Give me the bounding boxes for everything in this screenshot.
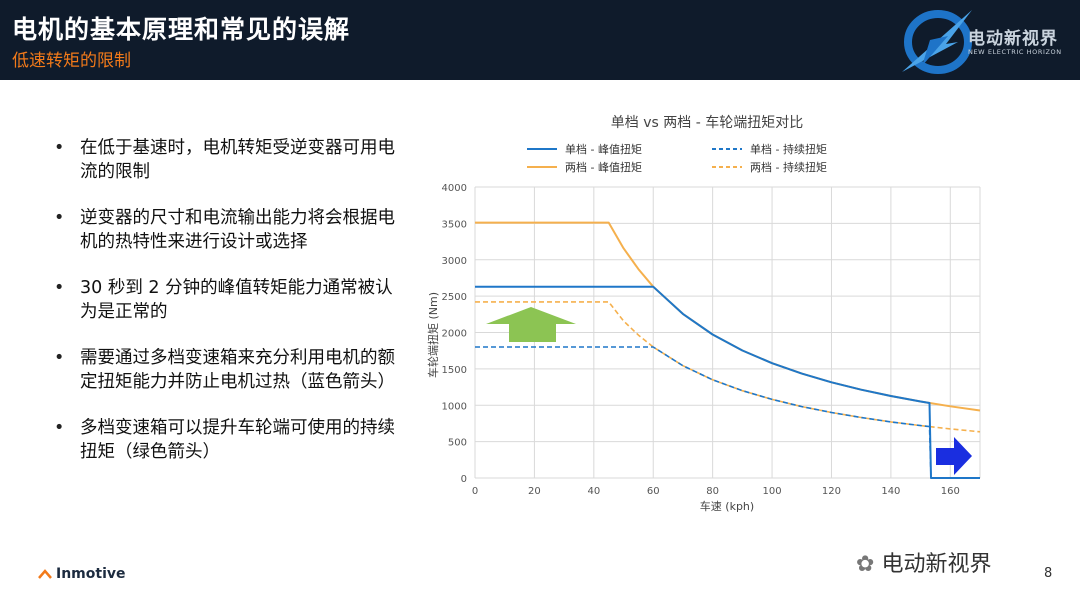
blue-arrow-icon	[936, 437, 972, 475]
series-line-3	[475, 301, 981, 433]
green-arrow-icon	[486, 307, 576, 342]
x-tick-label: 100	[763, 486, 782, 497]
y-tick-label: 4000	[442, 183, 467, 194]
bullet-item: 需要通过多档变速箱来充分利用电机的额定扭矩能力并防止电机过热（蓝色箭头）	[52, 346, 397, 394]
y-tick-label: 3500	[442, 219, 467, 230]
series-line-1	[475, 346, 980, 479]
wechat-icon: ✿	[856, 552, 875, 577]
legend-label: 两档 - 峰值扭矩	[565, 160, 642, 174]
y-tick-label: 1500	[442, 365, 467, 376]
slide-title: 电机的基本原理和常见的误解	[12, 15, 351, 44]
bullet-list: 在低于基速时，电机转矩受逆变器可用电流的限制 逆变器的尺寸和电流输出能力将会根据…	[52, 136, 397, 486]
y-tick-label: 1000	[442, 401, 467, 412]
series-line-0	[475, 285, 980, 479]
chart-grid	[474, 186, 981, 479]
x-axis-label: 车速 (kph)	[700, 499, 754, 513]
bullet-item: 30 秒到 2 分钟的峰值转矩能力通常被认为是正常的	[52, 276, 397, 324]
wechat-label: 电动新视界	[881, 552, 992, 577]
bullet-item: 逆变器的尺寸和电流输出能力将会根据电机的热特性来进行设计或选择	[52, 206, 397, 254]
x-tick-label: 80	[706, 486, 719, 497]
y-tick-label: 2500	[442, 292, 467, 303]
x-tick-label: 0	[472, 486, 478, 497]
inmotive-logo-icon	[38, 569, 52, 579]
y-tick-label: 3000	[442, 256, 467, 267]
y-tick-label: 0	[461, 474, 467, 485]
x-tick-label: 40	[587, 486, 600, 497]
logo-text: 电动新视界	[968, 29, 1058, 49]
chart-annotations	[486, 307, 972, 475]
y-tick-label: 2000	[442, 329, 467, 340]
x-tick-label: 140	[881, 486, 900, 497]
x-tick-label: 160	[941, 486, 960, 497]
y-axis-label: 车轮端扭矩 (Nm)	[426, 292, 440, 378]
x-tick-label: 120	[822, 486, 841, 497]
lightning-globe-logo-icon	[902, 10, 972, 74]
chart-series	[475, 221, 981, 479]
legend-label: 单档 - 持续扭矩	[750, 142, 827, 156]
x-tick-label: 20	[528, 486, 541, 497]
slide-subtitle: 低速转矩的限制	[12, 51, 131, 71]
header-bar: 电机的基本原理和常见的误解 低速转矩的限制 电动新视界 NEW ELECTRIC…	[0, 0, 1080, 80]
brand-name: Inmotive	[56, 566, 126, 582]
bullet-item: 多档变速箱可以提升车轮端可使用的持续扭矩（绿色箭头）	[52, 416, 397, 464]
logo-subtext: NEW ELECTRIC HORIZON	[968, 48, 1062, 56]
chart-title: 单档 vs 两档 - 车轮端扭矩对比	[611, 114, 803, 131]
chart-ticks: 0 500 1000 1500 2000 2500 3000 3500 4000 0 20 40 60 8…	[442, 183, 960, 497]
wechat-watermark: ✿ 电动新视界	[856, 546, 991, 578]
bullet-item: 在低于基速时，电机转矩受逆变器可用电流的限制	[52, 136, 397, 184]
page-number: 8	[1044, 566, 1053, 581]
x-tick-label: 60	[647, 486, 660, 497]
legend-label: 两档 - 持续扭矩	[750, 160, 827, 174]
y-tick-label: 500	[448, 438, 467, 449]
series-line-2	[475, 221, 981, 412]
legend-label: 单档 - 峰值扭矩	[565, 142, 642, 156]
